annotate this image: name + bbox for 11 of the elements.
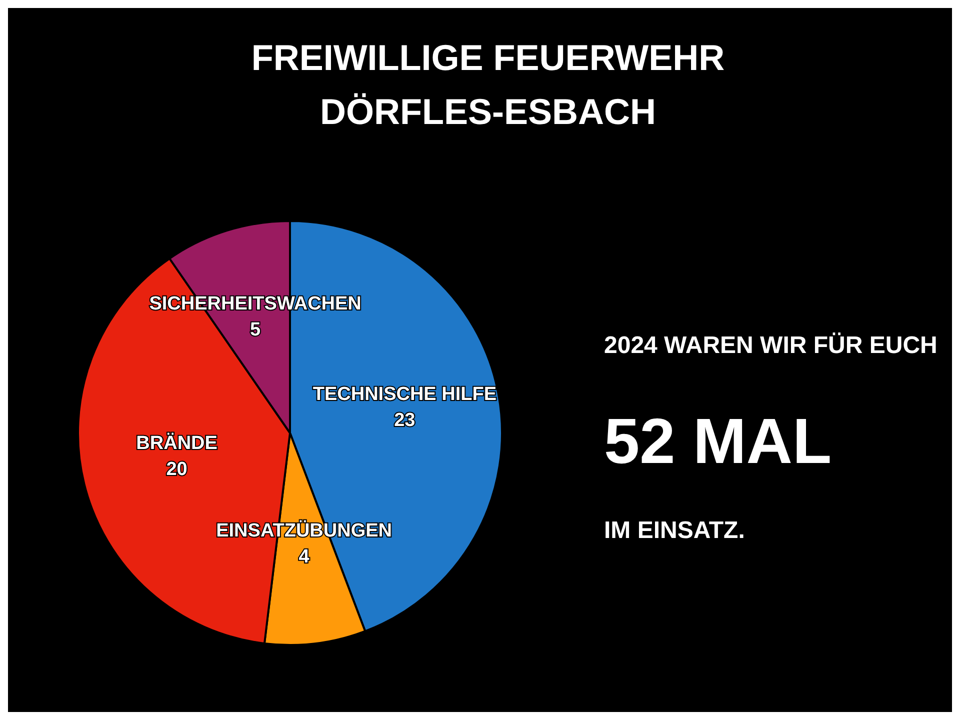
text: IM EINSATZ.: [604, 517, 745, 544]
slice-label: TECHNISCHE HILFE: [312, 384, 497, 405]
data-label: 5: [250, 320, 262, 341]
data-label: 23: [394, 410, 416, 431]
text: 52 MAL: [604, 405, 832, 477]
chart-subtitle: DÖRFLES-ESBACH: [320, 91, 656, 132]
chart-title: FREIWILLIGE FEUERWEHR: [251, 37, 725, 78]
text: 2024 WAREN WIR FÜR EUCH: [604, 332, 938, 359]
data-label: 4: [298, 546, 310, 568]
slice-label: BRÄNDE: [136, 432, 218, 454]
data-label: 20: [166, 458, 188, 480]
